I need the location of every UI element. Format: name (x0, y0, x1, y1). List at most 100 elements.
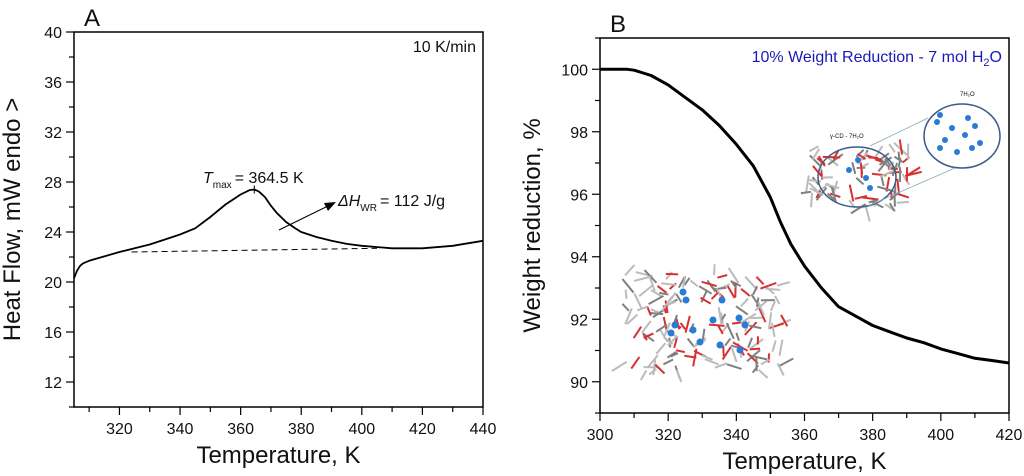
bond (710, 292, 719, 300)
bond (713, 286, 727, 291)
bond (663, 322, 671, 337)
enthalpy-annotation: ΔHWR = 112 J/g (337, 193, 445, 214)
plot-frame (73, 31, 484, 408)
bond (701, 354, 713, 361)
y-tick-label: 98 (570, 125, 588, 142)
bond (744, 321, 758, 336)
bond (648, 294, 664, 305)
water-atom (736, 346, 744, 354)
bond (700, 290, 708, 303)
x-tick-label: 300 (587, 427, 614, 444)
bond (648, 311, 664, 316)
x-tick-label: 400 (927, 427, 954, 444)
bond (670, 352, 679, 358)
bond (771, 340, 777, 352)
bond (643, 332, 654, 339)
bond (865, 154, 882, 161)
bond (896, 192, 910, 199)
bond (907, 166, 921, 176)
water-atom (696, 338, 704, 346)
bond (822, 155, 841, 159)
bond (851, 161, 857, 175)
bond (632, 326, 643, 339)
enthalpy-symbol: ΔH (337, 193, 361, 210)
y-axis-label: Heat Flow, mW endo > (0, 98, 26, 341)
bond (765, 285, 775, 295)
bond (848, 184, 855, 202)
bond (771, 322, 776, 338)
bond (726, 363, 742, 370)
x-tick-label: 420 (409, 421, 436, 438)
bond (780, 314, 789, 327)
x-tick-label: 320 (655, 427, 682, 444)
bond (730, 279, 737, 289)
bond (826, 192, 835, 201)
bond (864, 204, 871, 222)
inset-ellipse (817, 146, 897, 208)
water-atom (716, 341, 724, 349)
y-tick-label: 40 (44, 25, 62, 42)
headline-subscript: 2 (983, 57, 989, 69)
bond (740, 297, 749, 307)
water-atom (741, 321, 749, 329)
panel-label: B (610, 11, 626, 38)
bond (896, 200, 909, 204)
bond (877, 185, 894, 193)
tmax-symbol: T (203, 170, 214, 187)
y-tick-label: 94 (570, 250, 588, 267)
plot-frame (599, 37, 1010, 414)
y-tick-label: 16 (44, 325, 62, 342)
bond (855, 149, 865, 158)
water-atom (965, 115, 971, 121)
x-tick-label: 380 (288, 421, 315, 438)
water-atom (855, 157, 861, 163)
enthalpy-value: = 112 J/g (380, 193, 445, 210)
water-atom (709, 316, 717, 324)
bond (776, 281, 790, 287)
bond (897, 151, 901, 160)
bond (701, 328, 706, 342)
bond (749, 347, 761, 351)
bond (811, 148, 821, 161)
x-tick-label: 340 (167, 421, 194, 438)
panel-B: B 300 320 340 360 380 400 420 90 92 94 96 98 100 Tempe… (519, 11, 1022, 475)
bond (652, 359, 657, 376)
bond (755, 276, 765, 285)
gamma-cd-molecule (611, 264, 794, 383)
bond (701, 280, 717, 288)
bond (726, 285, 736, 299)
bond (648, 275, 656, 292)
bond (717, 325, 724, 335)
water-atom (949, 125, 955, 131)
bond (664, 300, 669, 314)
bond (721, 346, 732, 360)
bond (749, 338, 764, 350)
headline-text: 10% Weight Reduction - 7 mol H (752, 49, 984, 66)
bond (878, 156, 893, 166)
bond (641, 320, 652, 334)
water-atom (679, 288, 687, 296)
bond (717, 274, 728, 279)
water-atom (977, 140, 983, 146)
bond (724, 337, 732, 347)
bond (661, 282, 677, 287)
bond (800, 190, 812, 195)
inset-ellipse-water (923, 103, 1001, 169)
y-tick-label: 20 (44, 275, 62, 292)
y-tick-label: 96 (570, 187, 588, 204)
enthalpy-subscript: WR (360, 203, 377, 214)
bond (855, 177, 865, 186)
arrow-head (324, 202, 336, 211)
panel-A: A 320 340 360 380 400 420 440 12 16 20 24 28 32 36 40 Te… (0, 5, 496, 469)
bond (652, 309, 665, 319)
bond (850, 203, 867, 215)
bond (879, 169, 896, 178)
bond (732, 281, 742, 288)
bond (708, 323, 725, 327)
bond (827, 153, 844, 166)
water-atom (934, 119, 940, 125)
y-axis-label: Weight reduction, % (519, 118, 546, 332)
water-atom (718, 296, 726, 304)
bond (611, 360, 628, 372)
bond (630, 356, 641, 370)
